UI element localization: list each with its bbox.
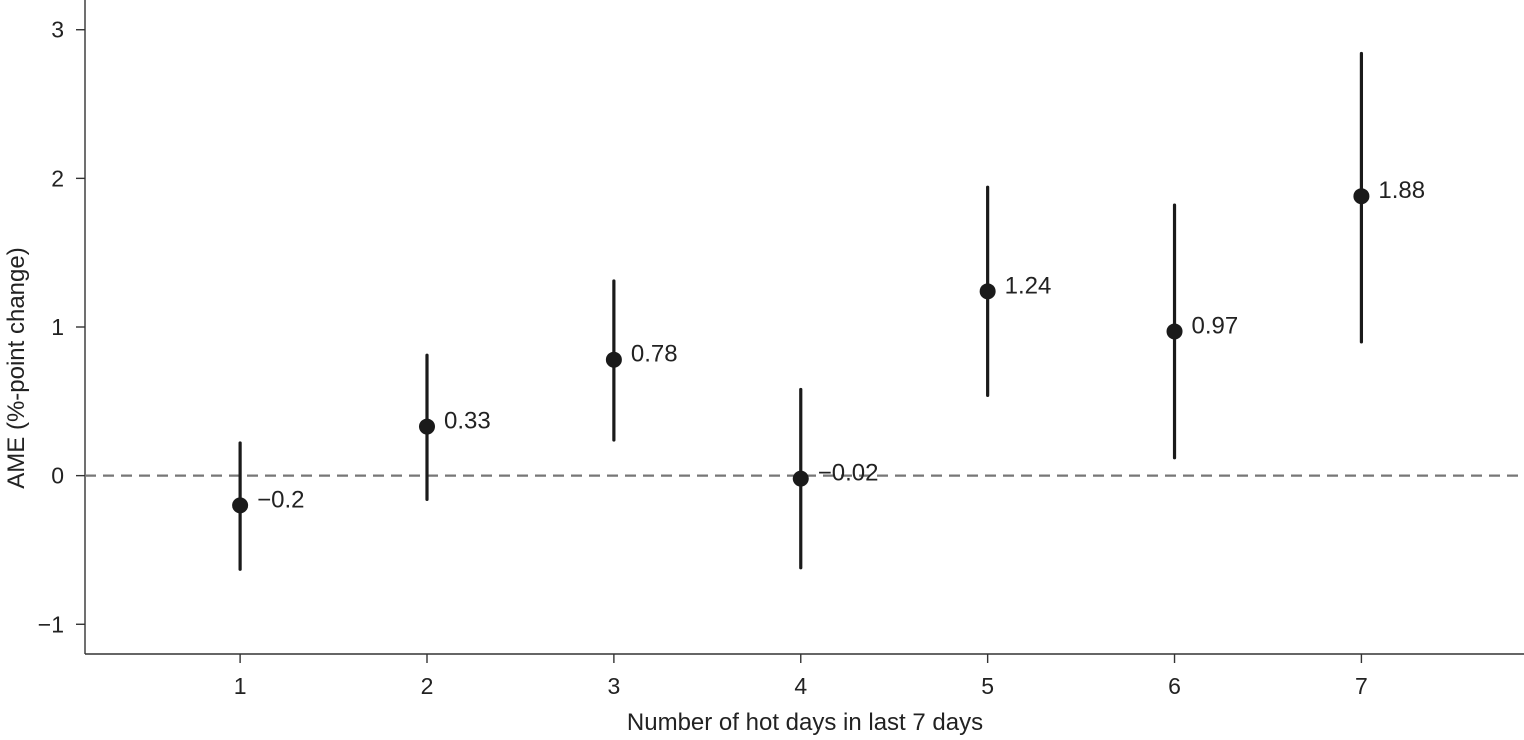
data-point [792,470,809,487]
data-label: 0.78 [631,341,678,368]
data-point [418,418,435,435]
x-tick-label: 4 [794,673,807,699]
y-tick-label: −1 [38,611,64,637]
data-point [605,351,622,368]
data-label: −0.02 [818,460,879,487]
data-label: 1.24 [1005,272,1052,299]
x-tick-label: 1 [234,673,247,699]
x-tick-label: 5 [981,673,994,699]
data-point [1353,188,1370,205]
data-label: 1.88 [1378,177,1425,204]
y-tick-label: 2 [51,165,64,191]
data-label: 0.33 [444,408,491,435]
axes: −1 0 1 2 3 1 2 3 4 5 6 7 [38,0,1524,699]
data-point [232,497,249,514]
y-tick-label: 0 [51,463,64,489]
y-tick-label: 1 [51,314,64,340]
data-label: −0.2 [257,486,304,513]
data-label: 0.97 [1192,312,1239,339]
y-tick-label: 3 [51,17,64,43]
x-axis-label: Number of hot days in last 7 days [627,709,983,736]
y-axis-label: AME (%-point change) [3,247,30,488]
data-marks: −0.2 0.33 0.78 −0.02 1.24 0.97 1.88 [232,51,1425,571]
data-point [979,283,996,300]
x-tick-label: 7 [1355,673,1368,699]
x-tick-label: 2 [421,673,434,699]
x-tick-label: 3 [607,673,620,699]
x-tick-label: 6 [1168,673,1181,699]
data-point [1166,323,1183,340]
